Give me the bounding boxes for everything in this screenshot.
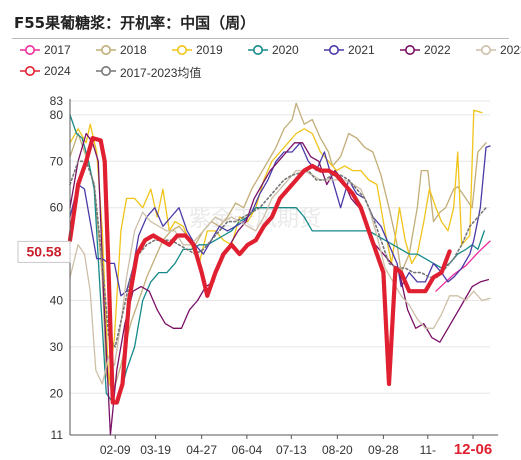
legend-marker (96, 66, 116, 76)
y-tick-label: 11 (51, 428, 64, 442)
legend-marker (96, 45, 116, 55)
legend-marker (172, 45, 192, 55)
legend-label: 2018 (120, 43, 147, 57)
legend-label: 2023 (500, 43, 521, 57)
series-line (67, 136, 452, 405)
series-line (69, 114, 485, 404)
x-tick-label: 08-20 (322, 443, 353, 457)
x-tick-label: 11- (420, 443, 436, 457)
x-tick-label: 03-19 (140, 443, 171, 457)
legend-label: 2024 (44, 64, 71, 78)
legend-label: 2017 (44, 43, 71, 57)
legend-label: 2019 (196, 43, 223, 57)
x-tick-label: 04-27 (186, 443, 217, 457)
series-line (69, 142, 491, 297)
x-tick-label: 12-06 (454, 441, 492, 458)
x-tick-label: 09-28 (368, 443, 399, 457)
legend-marker (20, 66, 40, 76)
legend-label: 2020 (272, 43, 299, 57)
y-tick-label: 80 (50, 108, 64, 122)
series-line (69, 109, 483, 385)
title-divider (12, 38, 509, 39)
legend-marker (248, 45, 268, 55)
current-value-box (17, 240, 71, 263)
x-tick-label: 06-04 (232, 443, 263, 457)
legend-marker (20, 45, 40, 55)
x-tick-label: 02-09 (100, 443, 131, 457)
y-tick-label: 30 (50, 340, 64, 354)
y-tick-label: 70 (50, 154, 64, 168)
legend-label: 2017-2023均值 (120, 66, 202, 80)
y-tick-label: 60 (50, 201, 64, 215)
legend-marker (476, 45, 496, 55)
series-line (435, 240, 491, 292)
y-tick-label: 20 (50, 386, 64, 400)
legend-marker (324, 45, 344, 55)
x-tick-label: 07-13 (276, 443, 307, 457)
current-value-label: 50.58 (26, 243, 61, 259)
y-tick-label: 83 (50, 94, 64, 108)
legend-label: 2022 (424, 43, 451, 57)
legend-label: 2021 (348, 43, 375, 57)
series-line (69, 102, 487, 394)
legend-marker (400, 45, 420, 55)
y-tick-label: 40 (50, 293, 64, 307)
chart-title: F55果葡糖浆：开机率：中国（周） (14, 14, 256, 32)
series-line (69, 169, 491, 385)
